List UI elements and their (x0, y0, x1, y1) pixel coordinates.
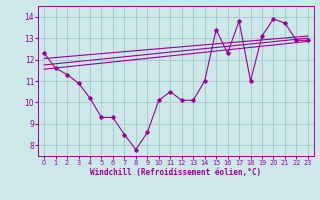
X-axis label: Windchill (Refroidissement éolien,°C): Windchill (Refroidissement éolien,°C) (91, 168, 261, 177)
